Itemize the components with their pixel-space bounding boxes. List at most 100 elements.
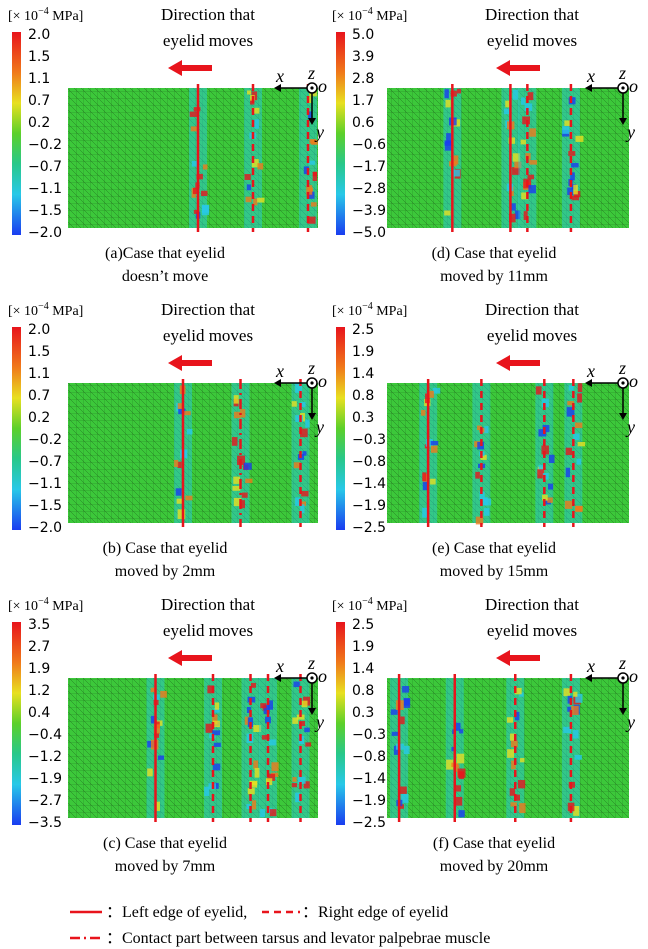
stress-spot [572,730,579,739]
stress-spot [295,383,303,393]
stress-spot [577,442,586,447]
stress-spot [301,700,308,708]
axis-z-label: z [307,358,315,378]
stress-spot [232,485,241,491]
stress-spot [422,472,427,482]
stress-spot [176,498,184,504]
stress-spot [573,433,580,440]
axis-x-head [585,379,592,387]
stress-spot [265,778,273,786]
caption: (c) Case that eyelid [103,835,227,852]
colorbar-label: −0.2 [28,137,62,153]
stress-spot [191,160,198,167]
axis-y-label: y [314,417,324,437]
axis-z-label: z [618,653,626,673]
unit-suffix: MPa] [373,304,408,319]
colorbar [12,32,21,235]
axis-y-label: y [314,122,324,142]
stress-spot [247,90,252,95]
axis-z-label: z [307,653,315,673]
stress-spot [568,151,576,156]
stress-spot [565,467,571,478]
axis-x-head [274,674,281,682]
colorbar-label: −1.9 [352,498,386,514]
caption: (e) Case that eyelid [432,540,556,557]
colorbar-label: −2.8 [352,181,386,197]
stress-spot [246,804,252,810]
stress-spot [253,760,259,769]
colorbar-label: 1.9 [352,639,374,655]
axis-y-head [619,708,627,715]
stress-spot [201,204,210,213]
legend-text: ：Contact part between tarsus and levator… [106,930,490,947]
axis-x-label: x [275,656,284,676]
stress-spot [529,160,538,165]
stress-spot [160,690,167,698]
colorbar-label: 0.2 [28,115,50,131]
stress-spot [529,128,536,137]
stress-spot [527,92,534,101]
colorbar-label: 1.2 [28,683,50,699]
stress-spot [261,735,270,740]
stress-spot [244,174,251,180]
stress-spot [301,490,309,497]
stress-spot [254,119,259,129]
stress-spot [303,781,310,789]
stress-spot [568,385,574,391]
stress-spot [542,494,548,501]
stress-spot [503,108,512,115]
colorbar [336,622,345,825]
stress-spot [479,491,485,501]
caption: (b) Case that eyelid [103,540,228,557]
stress-spot [484,426,489,434]
stress-spot [192,187,199,195]
colorbar-label: −5.0 [352,225,386,241]
colorbar-label: −0.8 [352,749,386,765]
unit-suffix: MPa] [373,599,408,614]
stress-spot [511,760,516,770]
stress-spot [266,808,273,813]
stress-spot [302,451,307,456]
stress-spot [212,720,220,728]
unit-exponent: −4 [362,596,373,607]
direction-label: eyelid moves [487,326,577,345]
stress-spot [269,809,277,817]
colorbar-label: 2.5 [352,617,374,633]
stress-spot [186,429,193,435]
stress-spot [520,758,525,763]
stress-spot [293,462,301,469]
stress-spot [430,478,436,485]
stress-spot [303,166,309,175]
unit-suffix: MPa] [49,599,84,614]
stress-spot [510,802,517,807]
axis-z-dot [310,676,314,680]
stress-spot [430,440,439,446]
stress-spot [455,796,463,806]
legend-text: ：Left edge of eyelid, [106,904,247,921]
direction-arrow [496,60,540,76]
stress-mesh [68,678,318,818]
stress-spot [453,764,460,772]
colorbar-label: −1.5 [28,203,62,219]
stress-spot [241,492,248,498]
stress-spot [305,419,310,428]
unit-exponent: −4 [38,301,49,312]
stress-spot [267,700,273,710]
stress-spot [509,213,516,223]
stress-spot [400,716,405,725]
stress-spot [201,190,208,197]
stress-spot [514,210,521,220]
stress-spot [312,171,318,182]
stress-spot [456,753,465,764]
stress-spot [243,462,252,470]
colorbar-label: −2.0 [28,520,62,536]
direction-label: Direction that [161,300,255,319]
stress-spot [296,714,305,720]
stress-spot [263,704,270,715]
axis-y-head [308,708,316,715]
colorbar-label: −0.6 [352,137,386,153]
axis-x-head [274,84,281,92]
unit-exponent: −4 [362,301,373,312]
stress-spot [297,776,306,784]
